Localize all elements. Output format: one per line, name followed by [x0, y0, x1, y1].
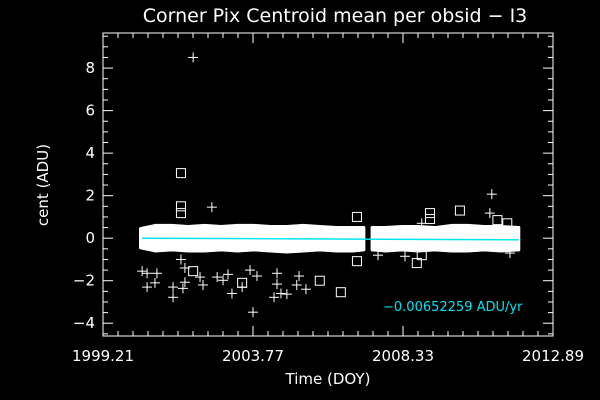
- x-tick-label: 1999.21: [72, 347, 134, 365]
- plus-point: [269, 292, 280, 303]
- plus-point: [272, 268, 283, 279]
- plus-point: [149, 277, 160, 288]
- fit-slope-label: −0.00652259 ADU/yr: [383, 300, 523, 315]
- square-point: [492, 215, 503, 226]
- square-point: [175, 208, 186, 219]
- y-axis-label: cent (ADU): [34, 144, 52, 226]
- square-point: [237, 277, 248, 288]
- plus-point: [484, 208, 495, 219]
- plus-point: [504, 248, 515, 259]
- square-point: [335, 287, 346, 298]
- x-axis-label: Time (DOY): [285, 370, 371, 388]
- plus-point: [300, 284, 311, 295]
- square-point: [454, 205, 465, 216]
- plus-point: [291, 279, 302, 290]
- square-point: [175, 201, 186, 212]
- square-point: [175, 168, 186, 179]
- square-point: [314, 275, 325, 286]
- plus-point: [251, 271, 262, 282]
- plus-point: [281, 289, 292, 300]
- y-tick-label: −2: [73, 272, 95, 290]
- square-point: [424, 208, 435, 219]
- plus-point: [212, 272, 223, 283]
- plus-point: [486, 189, 497, 200]
- plus-point: [142, 282, 153, 293]
- y-tick-label: 0: [85, 229, 95, 247]
- plus-point: [206, 202, 217, 213]
- plus-point: [218, 275, 229, 286]
- plus-point: [226, 288, 237, 299]
- plus-point: [142, 268, 153, 279]
- plus-point: [198, 279, 208, 290]
- square-point: [351, 211, 362, 222]
- square-point: [424, 214, 435, 225]
- plus-point: [188, 52, 199, 63]
- square-point: [351, 256, 362, 267]
- y-tick-label: 4: [85, 144, 95, 162]
- x-tick-label: 2012.89: [522, 347, 584, 365]
- fit-line: [142, 237, 519, 241]
- plus-point: [195, 272, 206, 283]
- plus-point: [245, 265, 256, 276]
- plus-point: [179, 277, 190, 288]
- y-tick-label: 2: [85, 187, 95, 205]
- plus-point: [294, 271, 305, 282]
- dense-data-band: [370, 223, 521, 253]
- plus-point: [399, 251, 410, 262]
- plus-point: [168, 282, 179, 293]
- plus-point: [177, 283, 188, 294]
- y-tick-label: 8: [85, 59, 95, 77]
- plus-point: [137, 266, 148, 277]
- plot-frame: [102, 32, 554, 337]
- square-point: [188, 266, 199, 277]
- plus-point: [168, 292, 179, 303]
- y-tick-label: 6: [85, 102, 95, 120]
- plus-point: [275, 288, 286, 299]
- square-point: [416, 250, 427, 261]
- plus-point: [272, 279, 283, 290]
- plus-point: [373, 250, 383, 261]
- y-tick-label: −4: [73, 314, 95, 332]
- x-tick-label: 2003.77: [222, 347, 284, 365]
- plus-point: [223, 269, 233, 280]
- square-point: [502, 218, 513, 229]
- plus-point: [248, 307, 258, 318]
- x-tick-label: 2008.33: [372, 347, 434, 365]
- plus-point: [175, 254, 186, 265]
- plus-point: [151, 268, 162, 279]
- chart-title: Corner Pix Centroid mean per obsid − I3: [143, 5, 528, 27]
